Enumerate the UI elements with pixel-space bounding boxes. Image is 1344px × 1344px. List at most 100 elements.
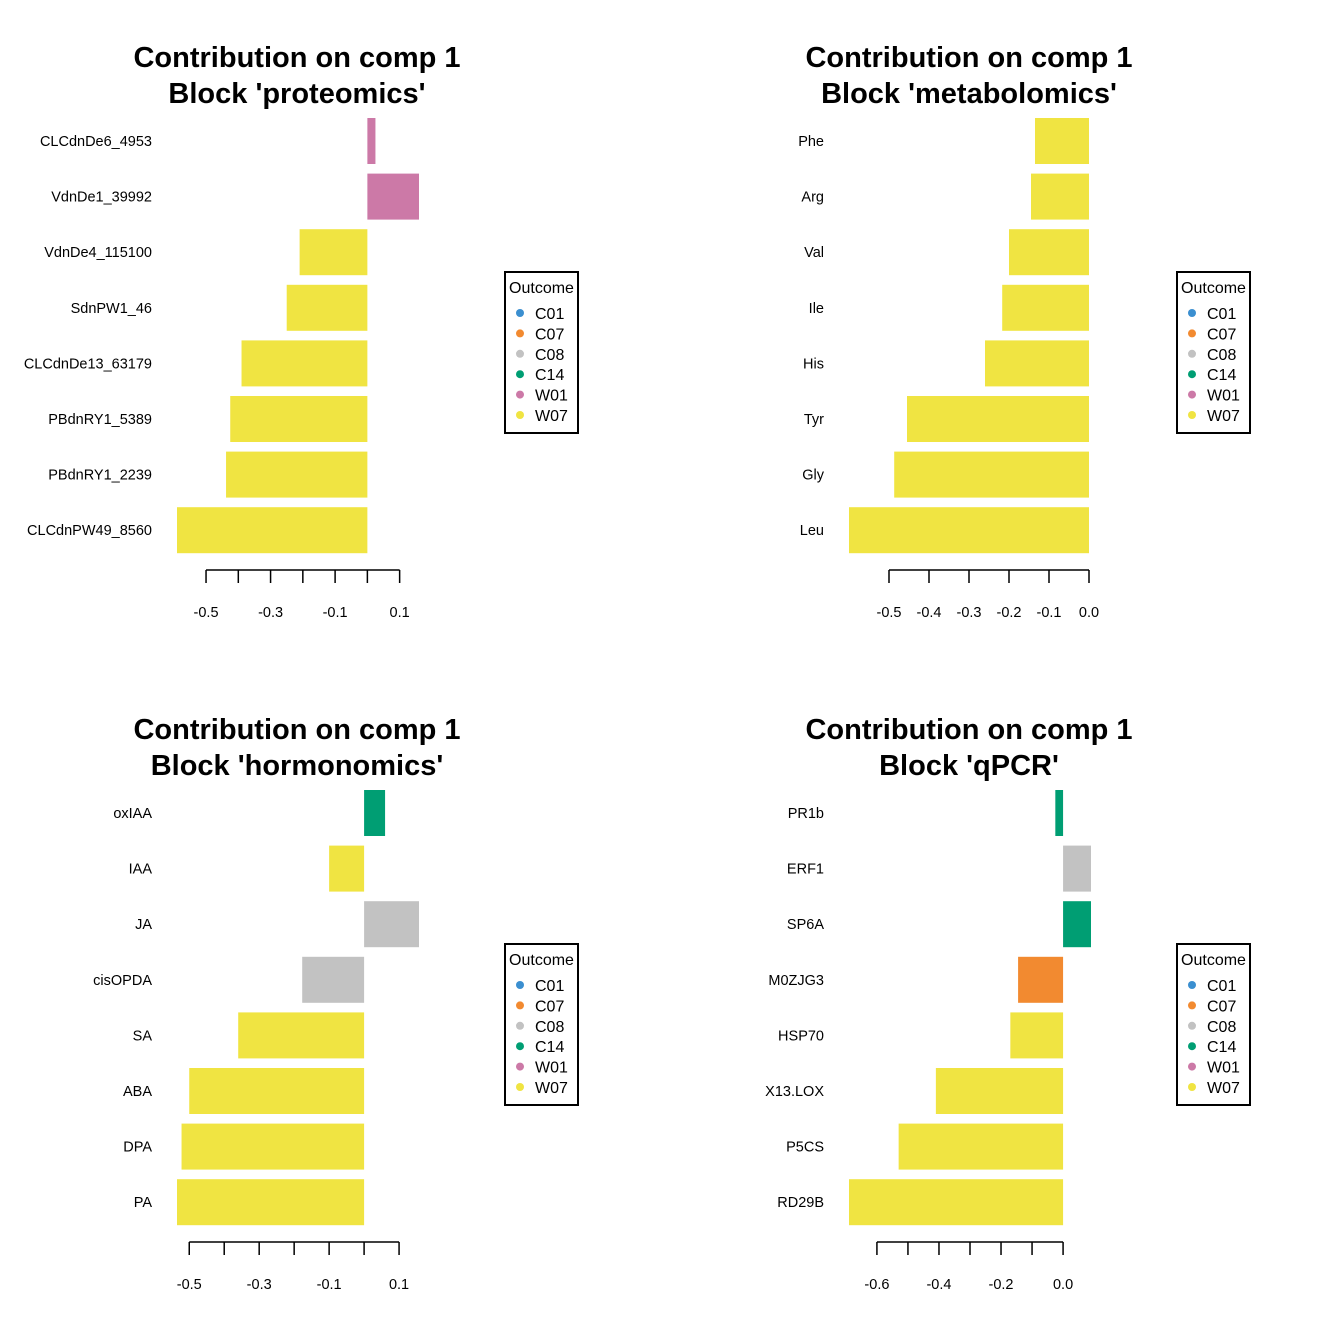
x-tick-label: 0.0 xyxy=(1053,1277,1073,1293)
legend: Outcome C01 C07 C08 C14 W01 W07 xyxy=(1176,271,1251,434)
legend-title: Outcome xyxy=(1181,280,1246,297)
bar-oxIAA xyxy=(364,790,386,836)
legend-entry-label: C08 xyxy=(1207,1019,1236,1036)
legend-marker xyxy=(516,411,524,419)
legend-marker xyxy=(516,349,524,358)
category-label: Arg xyxy=(801,190,824,206)
bar-PA xyxy=(177,1179,365,1226)
category-label: SP6A xyxy=(787,917,824,933)
chart-panel-2: Contribution on comp 1 Block 'metabolomic… xyxy=(798,42,1251,621)
bar-P5CS xyxy=(898,1123,1064,1170)
legend-entry-label: C08 xyxy=(535,347,564,364)
bar-CLCdnPW49_8560 xyxy=(177,507,368,554)
legend-entry-label: C07 xyxy=(1207,998,1236,1015)
bar-VdnDe1_39992 xyxy=(367,173,419,220)
x-tick-label: 0.1 xyxy=(389,1277,409,1293)
category-label: Val xyxy=(804,245,824,261)
legend-entry-label: C14 xyxy=(535,1039,564,1056)
legend-entry-label: W01 xyxy=(535,388,568,405)
legend-marker xyxy=(516,309,524,317)
chart-panel-1: Contribution on comp 1 Block 'proteomics'… xyxy=(24,42,579,621)
legend-marker xyxy=(516,1021,524,1030)
legend-entry-label: C08 xyxy=(1207,347,1236,364)
bar-PR1b xyxy=(1055,790,1064,836)
category-label: Phe xyxy=(798,134,824,150)
category-label: ERF1 xyxy=(787,862,824,878)
bar-HSP70 xyxy=(1010,1012,1064,1059)
bar-ABA xyxy=(189,1068,365,1114)
category-label: RD29B xyxy=(777,1195,824,1211)
legend-marker xyxy=(1188,411,1196,419)
bar-Tyr xyxy=(907,396,1089,442)
x-tick-label: 0.1 xyxy=(390,605,410,621)
chart-subtitle: Block 'qPCR' xyxy=(879,750,1059,782)
legend-marker xyxy=(516,329,524,338)
bar-IAA xyxy=(329,845,365,892)
category-label: JA xyxy=(135,917,152,933)
legend-marker xyxy=(1188,1001,1196,1010)
legend-title: Outcome xyxy=(509,280,574,297)
legend-entry-label: W07 xyxy=(1207,1080,1240,1097)
category-label: PR1b xyxy=(788,806,824,822)
legend-marker xyxy=(1188,349,1196,358)
legend-marker xyxy=(1188,1042,1196,1051)
category-label: M0ZJG3 xyxy=(768,973,824,989)
legend-marker xyxy=(516,390,524,399)
x-tick-label: -0.6 xyxy=(864,1277,889,1293)
category-label: CLCdnPW49_8560 xyxy=(27,523,152,539)
legend-marker xyxy=(1188,309,1196,317)
bar-ERF1 xyxy=(1063,845,1091,892)
bar-DPA xyxy=(181,1123,365,1170)
category-label: PA xyxy=(134,1195,153,1211)
x-tick-label: -0.2 xyxy=(989,1277,1014,1293)
category-label: CLCdnDe6_4953 xyxy=(40,134,152,150)
legend-marker xyxy=(1188,370,1196,379)
bar-Gly xyxy=(894,451,1089,498)
bar-VdnDe4_115100 xyxy=(299,229,368,276)
bar-CLCdnDe13_63179 xyxy=(241,340,368,387)
legend-entry-label: W07 xyxy=(535,408,568,425)
chart-title: Contribution on comp 1 xyxy=(805,714,1132,746)
category-label: HSP70 xyxy=(778,1028,824,1044)
bar-X13.LOX xyxy=(935,1068,1064,1114)
legend-marker xyxy=(516,1062,524,1071)
legend-marker xyxy=(1188,1083,1196,1091)
chart-title: Contribution on comp 1 xyxy=(133,42,460,74)
legend-entry-label: C08 xyxy=(535,1019,564,1036)
chart-title: Contribution on comp 1 xyxy=(805,42,1132,74)
bar-PBdnRY1_5389 xyxy=(230,396,368,442)
legend-marker xyxy=(516,1001,524,1010)
legend-marker xyxy=(516,1042,524,1051)
x-tick-label: -0.3 xyxy=(247,1277,272,1293)
x-tick-label: -0.2 xyxy=(997,605,1022,621)
category-label: X13.LOX xyxy=(765,1084,824,1100)
legend-marker xyxy=(516,370,524,379)
category-label: IAA xyxy=(129,862,153,878)
legend-marker xyxy=(1188,981,1196,989)
legend-entry-label: C01 xyxy=(535,978,564,995)
legend-marker xyxy=(1188,390,1196,399)
category-label: Tyr xyxy=(804,412,824,428)
chart-subtitle: Block 'hormonomics' xyxy=(151,750,444,782)
x-tick-label: -0.1 xyxy=(323,605,348,621)
legend: Outcome C01 C07 C08 C14 W01 W07 xyxy=(504,271,579,434)
category-label: His xyxy=(803,356,824,372)
bar-Phe xyxy=(1035,118,1089,164)
legend-entry-label: C14 xyxy=(1207,1039,1236,1056)
chart-panel-4: Contribution on comp 1 Block 'qPCR' PR1b ER… xyxy=(765,714,1251,1293)
bar-SA xyxy=(238,1012,365,1059)
x-tick-label: -0.4 xyxy=(926,1277,951,1293)
bar-SP6A xyxy=(1063,901,1091,948)
legend-entry-label: C07 xyxy=(1207,326,1236,343)
legend-marker xyxy=(516,981,524,989)
x-tick-label: -0.3 xyxy=(957,605,982,621)
category-label: SdnPW1_46 xyxy=(71,301,152,317)
chart-subtitle: Block 'metabolomics' xyxy=(821,78,1117,110)
bar-CLCdnDe6_4953 xyxy=(367,118,376,164)
category-label: ABA xyxy=(123,1084,152,1100)
chart-panel-3: Contribution on comp 1 Block 'hormonomics… xyxy=(93,714,579,1293)
category-label: P5CS xyxy=(786,1140,824,1156)
category-label: Leu xyxy=(800,523,824,539)
category-label: VdnDe4_115100 xyxy=(44,245,152,261)
